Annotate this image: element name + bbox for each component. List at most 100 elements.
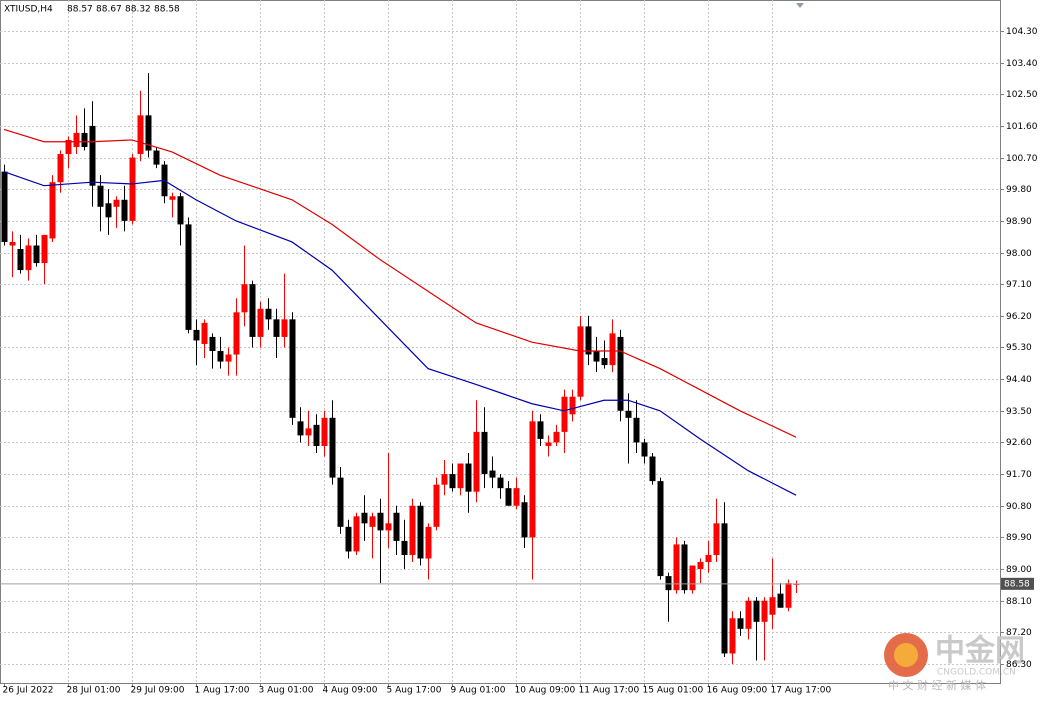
candle-body bbox=[577, 326, 584, 397]
symbol-title: XTIUSD,H4 bbox=[4, 5, 53, 15]
y-tick-label: 89.00 bbox=[1006, 565, 1032, 575]
candle-body bbox=[705, 554, 712, 563]
x-tick-label: 9 Aug 01:00 bbox=[451, 686, 506, 696]
candle-body bbox=[177, 196, 184, 225]
candle-body bbox=[33, 245, 40, 264]
candle-body bbox=[257, 308, 264, 337]
candle-body bbox=[145, 115, 152, 151]
x-tick-label: 3 Aug 01:00 bbox=[259, 686, 314, 696]
y-tick-label: 102.50 bbox=[1006, 90, 1038, 100]
y-tick-label: 104.30 bbox=[1006, 27, 1038, 37]
header-low: 88.32 bbox=[125, 5, 151, 15]
candle-body bbox=[329, 417, 336, 478]
candle-body bbox=[1, 171, 8, 242]
candle-body bbox=[697, 562, 704, 570]
candle-body bbox=[569, 396, 576, 415]
candle-body bbox=[721, 523, 728, 654]
y-tick-label: 90.80 bbox=[1006, 502, 1032, 512]
candle-body bbox=[545, 442, 552, 446]
candle-body bbox=[201, 322, 208, 344]
candle-body bbox=[505, 488, 512, 506]
watermark-name: 中金网 bbox=[935, 634, 1025, 669]
watermark-logo-inner bbox=[894, 643, 918, 667]
plot bbox=[0, 73, 1000, 665]
candle-body bbox=[473, 431, 480, 492]
candle-body bbox=[305, 428, 312, 436]
candle-body bbox=[417, 505, 424, 559]
candle-body bbox=[137, 115, 144, 155]
candle-body bbox=[649, 456, 656, 482]
candle-body bbox=[289, 319, 296, 418]
candle-body bbox=[129, 157, 136, 221]
candle-body bbox=[393, 512, 400, 541]
header-open: 88.57 bbox=[67, 5, 93, 15]
watermark: 中金网 CNGOLD.COM.CN 中 文 财 经 新 媒 体 bbox=[884, 633, 1025, 692]
x-tick-label: 15 Aug 01:00 bbox=[643, 686, 704, 696]
candle-body bbox=[745, 600, 752, 629]
candle-body bbox=[41, 234, 48, 264]
candle-body bbox=[25, 245, 32, 271]
candle-body bbox=[465, 463, 472, 492]
candle-body bbox=[681, 544, 688, 591]
candle-body bbox=[9, 241, 16, 246]
candle-body bbox=[433, 484, 440, 527]
candle-body bbox=[369, 516, 376, 527]
candle-body bbox=[193, 329, 200, 341]
y-tick-label: 88.10 bbox=[1006, 597, 1032, 607]
candle-body bbox=[537, 421, 544, 439]
candle-body bbox=[785, 583, 792, 608]
candle-body bbox=[553, 431, 560, 443]
watermark-site: CNGOLD.COM.CN bbox=[937, 668, 1016, 678]
candle-body bbox=[409, 505, 416, 555]
x-tick-label: 4 Aug 09:00 bbox=[323, 686, 378, 696]
candle-body bbox=[729, 618, 736, 654]
candle-body bbox=[377, 512, 384, 531]
candle-body bbox=[81, 132, 88, 148]
candle-body bbox=[489, 470, 496, 478]
candle-body bbox=[625, 410, 632, 418]
candle-body bbox=[617, 336, 624, 411]
candle-body bbox=[113, 199, 120, 207]
candle-body bbox=[425, 526, 432, 559]
candle-body bbox=[385, 523, 392, 531]
candle-body bbox=[353, 516, 360, 552]
x-tick-label: 1 Aug 17:00 bbox=[195, 686, 250, 696]
candle-body bbox=[185, 224, 192, 330]
candle-body bbox=[73, 132, 80, 148]
candle-body bbox=[401, 540, 408, 555]
y-tick-label: 100.70 bbox=[1006, 154, 1038, 164]
candle-body bbox=[441, 474, 448, 485]
candle-body bbox=[521, 502, 528, 538]
candle-body bbox=[233, 312, 240, 355]
candle-body bbox=[665, 576, 672, 591]
candle-body bbox=[337, 477, 344, 527]
moving-average bbox=[3, 128, 797, 438]
candle-body bbox=[777, 593, 784, 608]
y-tick-label: 94.40 bbox=[1006, 375, 1032, 385]
candle-body bbox=[713, 523, 720, 555]
candle-body bbox=[265, 308, 272, 320]
watermark-slogan: 中 文 财 经 新 媒 体 bbox=[888, 678, 986, 692]
candle-body bbox=[297, 421, 304, 436]
candle-body bbox=[689, 565, 696, 591]
y-tick-label: 99.80 bbox=[1006, 185, 1032, 195]
candle-body bbox=[105, 203, 112, 218]
x-tick-label: 5 Aug 17:00 bbox=[387, 686, 442, 696]
candle-body bbox=[249, 284, 256, 337]
candle-body bbox=[769, 597, 776, 615]
candle-body bbox=[169, 196, 176, 200]
x-tick-label: 17 Aug 17:00 bbox=[771, 686, 832, 696]
candle-body bbox=[657, 481, 664, 577]
candle-body bbox=[217, 350, 224, 362]
y-tick-label: 103.40 bbox=[1006, 59, 1038, 69]
candle-body bbox=[281, 319, 288, 337]
candle-body bbox=[321, 417, 328, 446]
last-price-box bbox=[1001, 577, 1034, 590]
candle-body bbox=[609, 333, 616, 366]
plot-frame bbox=[0, 0, 1001, 684]
y-tick-label: 91.70 bbox=[1006, 470, 1032, 480]
candle-body bbox=[89, 125, 96, 186]
candle-body bbox=[345, 526, 352, 552]
candle-body bbox=[449, 474, 456, 489]
